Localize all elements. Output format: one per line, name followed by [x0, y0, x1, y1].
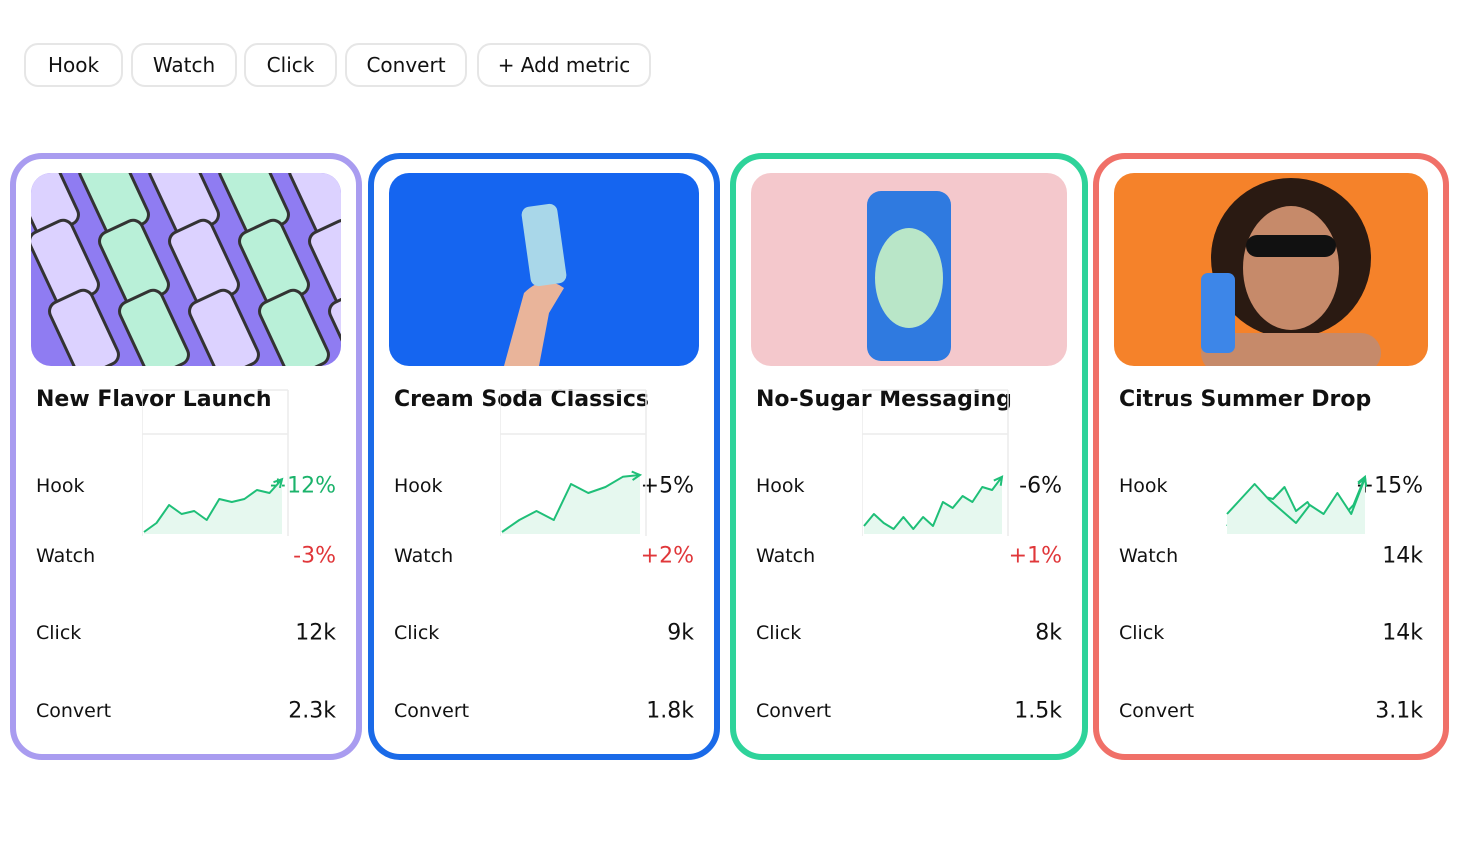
metric-label: Hook — [756, 475, 805, 497]
image-art — [31, 173, 341, 366]
metric-button[interactable]: Watch — [131, 43, 237, 87]
hand — [504, 281, 564, 366]
can — [1201, 273, 1235, 353]
card-title: New Flavor Launch — [36, 387, 272, 412]
metric-label: Hook — [36, 475, 85, 497]
can — [188, 288, 260, 366]
image-art — [867, 191, 951, 361]
metric-label: Convert — [1119, 700, 1195, 722]
metric-label: Click — [36, 622, 82, 644]
metric-label: Watch — [394, 545, 454, 567]
trend-line — [863, 476, 1003, 530]
card-title: No-Sugar Messaging — [756, 387, 1012, 412]
trend-arrow — [631, 470, 643, 481]
trend-arrow — [993, 475, 1004, 486]
metric-value: 14k — [1382, 543, 1423, 569]
glasses — [1246, 235, 1336, 257]
trend-area — [144, 479, 282, 534]
metric-button[interactable]: + Add metric — [477, 43, 651, 87]
trend-chart — [142, 389, 289, 536]
metric-value: 1.8k — [646, 698, 694, 724]
metric-value: 2.3k — [288, 698, 336, 724]
trend-line — [501, 474, 641, 533]
metric-value: +5% — [640, 473, 694, 499]
trend-chart — [500, 389, 647, 536]
image-art — [504, 203, 567, 366]
label — [875, 228, 943, 328]
metric-label: Convert — [756, 700, 832, 722]
trend-area — [864, 476, 1002, 534]
metric-value: -3% — [293, 543, 336, 569]
campaign-card[interactable]: No-Sugar Messaging Hook -6% Watch +1% Click 8k… — [730, 153, 1088, 760]
campaign-card[interactable]: New Flavor Launch Hook +12% Watch -3% Click 12… — [10, 153, 362, 760]
trend-line — [143, 478, 283, 533]
metric-value: +1% — [1008, 543, 1062, 569]
trend-area — [502, 475, 640, 534]
trend-line — [1226, 477, 1366, 524]
trend-chart — [862, 389, 1009, 536]
metric-button[interactable]: Click — [244, 43, 337, 87]
metric-label: Click — [756, 622, 802, 644]
trend-arrow — [1357, 476, 1368, 488]
metric-label: Hook — [1119, 475, 1168, 497]
metric-value: 8k — [1035, 620, 1062, 646]
metric-value: -6% — [1019, 473, 1062, 499]
card-image — [389, 173, 699, 366]
card-image — [1114, 173, 1428, 366]
metric-value: 14k — [1382, 620, 1423, 646]
metric-label: Convert — [394, 700, 470, 722]
trend-chart — [1226, 474, 1368, 534]
can — [48, 288, 120, 366]
can — [521, 203, 567, 287]
card-title: Citrus Summer Drop — [1119, 387, 1372, 412]
metric-label: Convert — [36, 700, 112, 722]
can — [258, 288, 330, 366]
card-title: Cream Soda Classics — [394, 387, 649, 412]
campaign-card[interactable]: Citrus Summer Drop Hook +15% Watch 14k Click 1… — [1093, 153, 1449, 760]
metric-button[interactable]: Convert — [345, 43, 467, 87]
metric-label: Click — [1119, 622, 1165, 644]
metric-label: Hook — [394, 475, 443, 497]
card-image — [751, 173, 1067, 366]
can — [118, 288, 190, 366]
metric-value: 12k — [295, 620, 336, 646]
metric-label: Watch — [36, 545, 96, 567]
campaign-card[interactable]: Cream Soda Classics Hook +5% Watch +2% Click 9… — [368, 153, 720, 760]
trend-arrow — [273, 477, 284, 489]
metric-value: 1.5k — [1014, 698, 1062, 724]
face — [1243, 206, 1339, 330]
metric-value: +2% — [640, 543, 694, 569]
metric-value: 3.1k — [1375, 698, 1423, 724]
metric-value: 9k — [667, 620, 694, 646]
can — [308, 218, 341, 308]
shoulders — [1201, 333, 1381, 366]
card-image — [31, 173, 341, 366]
metric-label: Watch — [756, 545, 816, 567]
metric-button[interactable]: Hook — [24, 43, 123, 87]
image-art — [1201, 178, 1381, 366]
trend-area — [1227, 478, 1365, 534]
metric-label: Click — [394, 622, 440, 644]
metric-label: Watch — [1119, 545, 1179, 567]
